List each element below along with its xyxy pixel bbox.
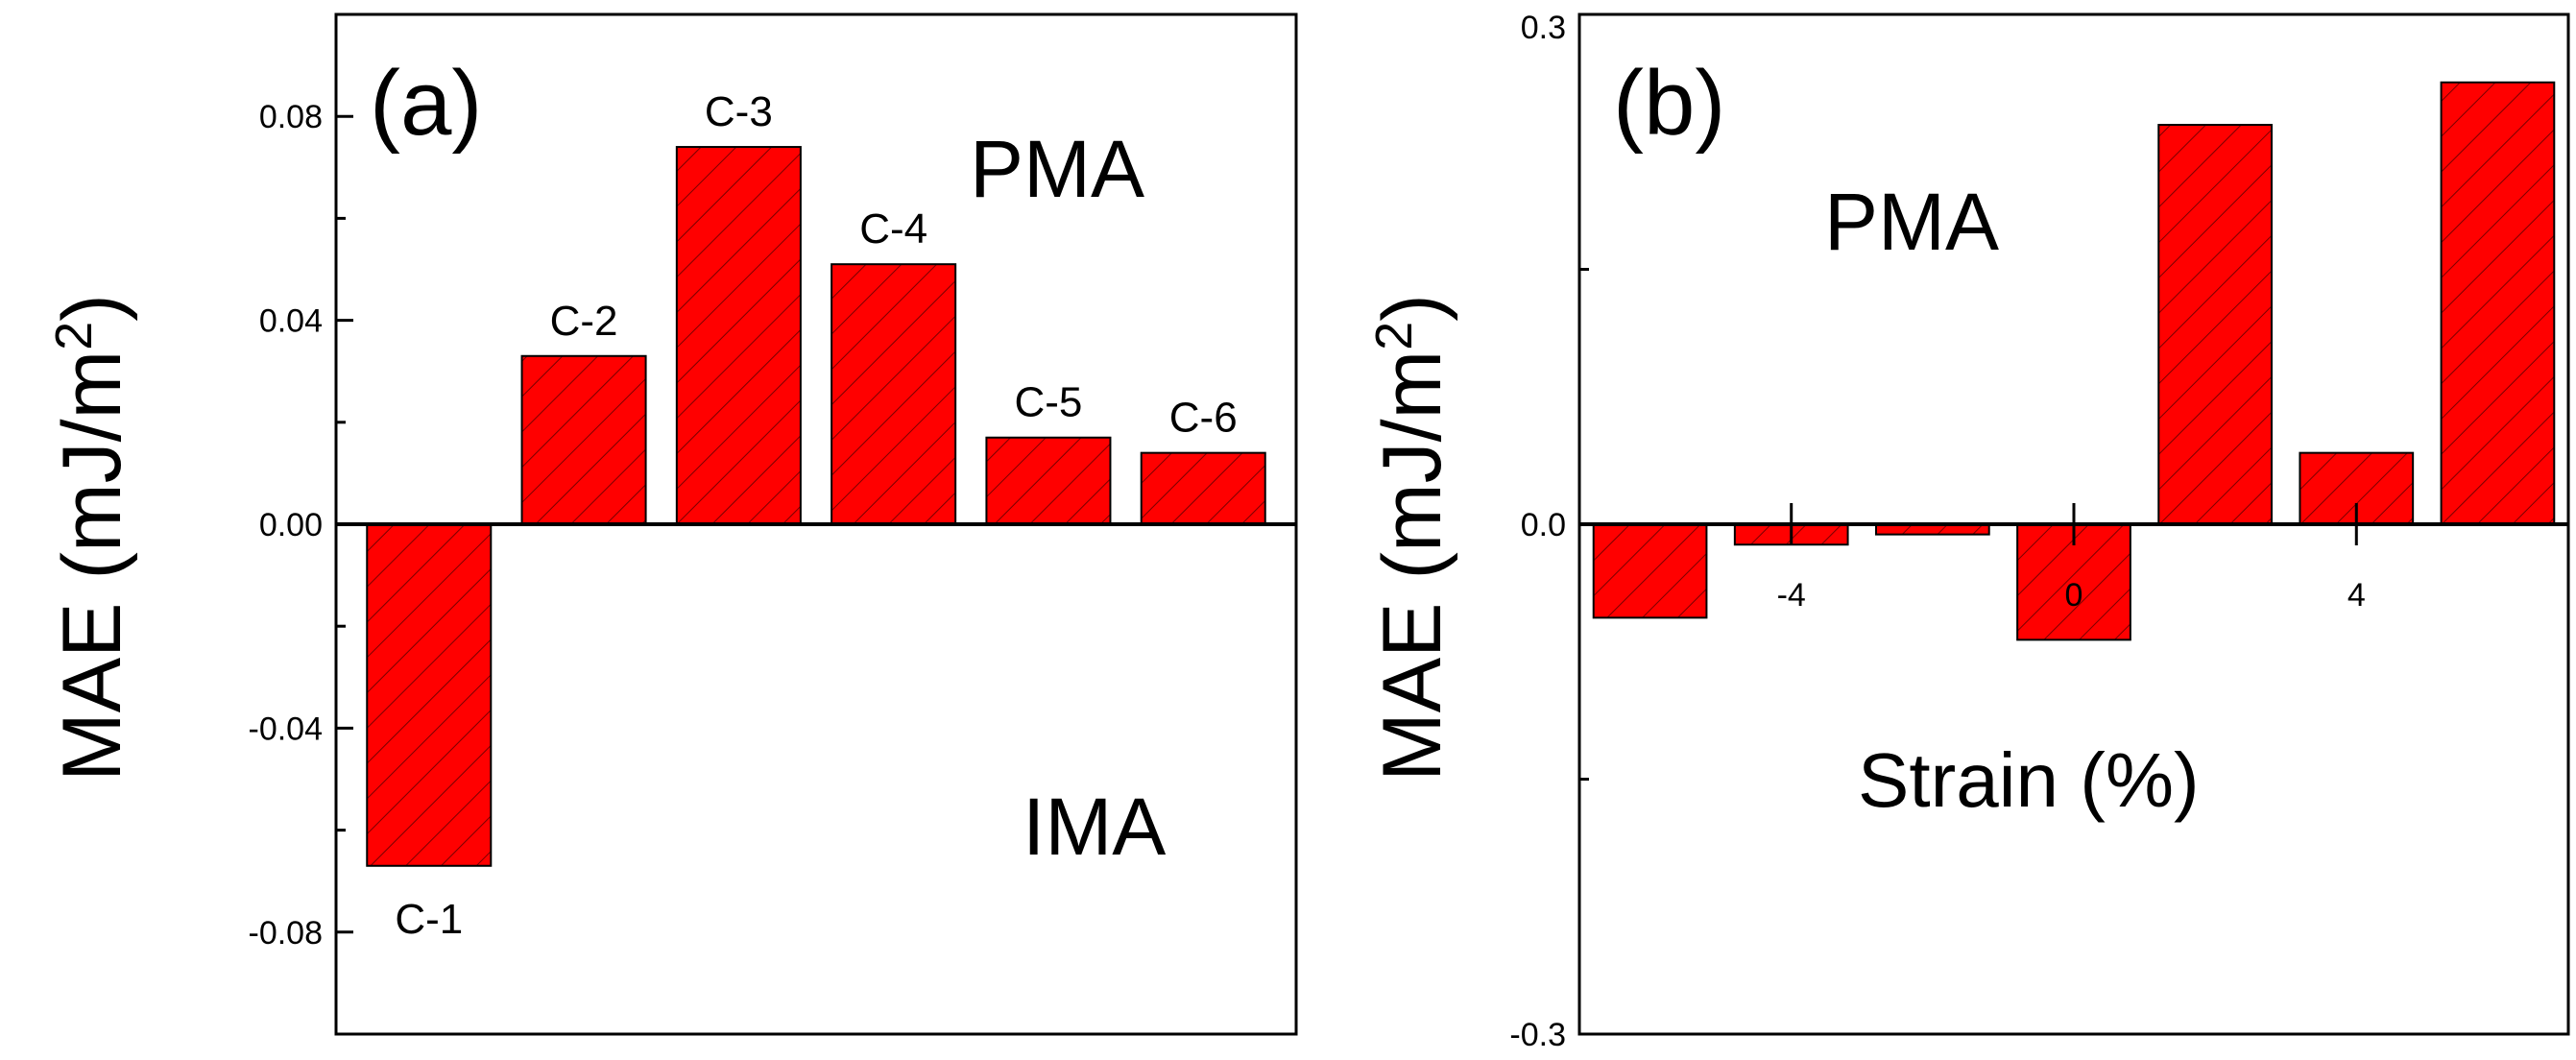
panel-a-category-label: C-3 xyxy=(705,88,773,135)
panel-a-category-label: C-6 xyxy=(1169,395,1238,442)
panel-b-bar-strain-2 xyxy=(2157,124,2273,526)
panel-b-y-tick-label: 0.3 xyxy=(1521,10,1566,46)
panel-a-label: (a) xyxy=(370,52,482,155)
panel-a-y-ticks: 0.08 0.04 0.00 -0.04 -0.08 xyxy=(249,12,353,1036)
panel-b: 0.3 0.0 -0.3 -4 0 4 (b) PMA Strain (%) MAE (… xyxy=(1365,10,2570,1053)
panel-b-x-ticks: -4 0 4 xyxy=(1777,503,2366,614)
panel-a-category-label: C-5 xyxy=(1014,379,1082,426)
panel-b-y-tick-label: 0.0 xyxy=(1521,507,1566,543)
panel-a-bar-c-2 xyxy=(520,354,647,525)
panel-a-bars xyxy=(366,146,1266,867)
panel-b-label: (b) xyxy=(1613,52,1725,155)
panel-b-bar-strain-0 xyxy=(2016,523,2131,641)
panel-b-y-tick-label: -0.3 xyxy=(1509,1017,1566,1053)
panel-a-category-label: C-4 xyxy=(859,205,927,253)
panel-b-x-tick-label: 0 xyxy=(2065,577,2083,614)
panel-b-pma-label: PMA xyxy=(1824,177,1999,267)
panel-b-bar-strain--6 xyxy=(1592,523,1708,619)
panel-a-y-axis-title: MAE (mJ/m2) xyxy=(45,294,138,782)
panel-a-bar-c-6 xyxy=(1140,451,1266,525)
panel-a: 0.080.040.00-0.04-0.08 C-1C-2C-3C-4C-5 C-… xyxy=(45,12,1298,1036)
panel-a-bar-c-3 xyxy=(675,146,802,525)
panel-a-y-tick-label: 0.08 xyxy=(259,99,323,135)
panel-a-category-label: C-1 xyxy=(395,896,463,943)
panel-a-y-tick-label: -0.04 xyxy=(249,711,324,747)
panel-a-bar-c-5 xyxy=(985,436,1112,526)
panel-a-ima-label: IMA xyxy=(1023,782,1166,872)
panel-a-bar-c-4 xyxy=(831,263,957,525)
panel-b-y-ticks: 0.3 0.0 -0.3 xyxy=(1509,10,1597,1053)
panel-a-bar-c-1 xyxy=(366,523,493,867)
panel-b-x-tick-label: -4 xyxy=(1777,577,1806,614)
panel-a-y-tick-label: -0.08 xyxy=(249,915,324,952)
panel-b-y-axis-title: MAE (mJ/m2) xyxy=(1365,294,1458,782)
panel-b-x-tick-label: 4 xyxy=(2347,577,2366,614)
panel-b-bars xyxy=(1592,81,2556,641)
panel-a-category-label: C-2 xyxy=(550,298,618,345)
panel-a-y-tick-label: 0.00 xyxy=(259,507,323,543)
panel-a-pma-label: PMA xyxy=(970,124,1144,214)
panel-b-x-axis-title: Strain (%) xyxy=(1858,737,2200,823)
panel-b-bar-strain-6 xyxy=(2440,81,2556,526)
panel-a-category-labels: C-1 C-2 C-3 C-4 C-5 C-6 xyxy=(395,88,1237,943)
panel-a-y-tick-label: 0.04 xyxy=(259,303,323,340)
